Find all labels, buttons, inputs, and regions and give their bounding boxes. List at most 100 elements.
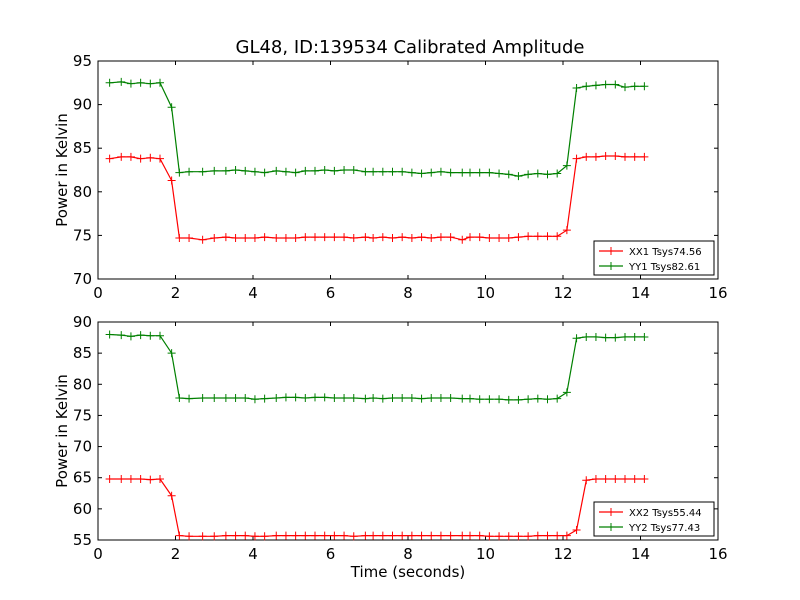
data-point [272,166,281,175]
data-point [475,531,484,540]
data-point [340,233,349,242]
series-line [109,81,645,177]
data-point [330,393,339,402]
data-point [485,168,494,177]
data-point [210,393,219,402]
top-axes: 0 2 4 6 8 10 12 14 16 70 75 80 85 90 95 Power in Kelvin… [53,52,728,302]
data-point [562,161,571,170]
data-point [221,233,230,242]
data-point [241,531,250,540]
data-point [167,176,176,185]
data-point [231,393,240,402]
data-point [241,166,250,175]
data-point [105,78,114,87]
data-point [398,233,407,242]
y-tick-label: 75 [73,226,92,244]
data-point [446,168,455,177]
data-point [533,232,542,241]
data-point [524,170,533,179]
data-point [572,84,581,93]
data-point [388,531,397,540]
data-point [640,82,649,91]
data-point [466,233,474,242]
data-point [485,234,494,243]
data-point [185,394,194,403]
data-point [572,154,581,163]
data-point [427,168,436,177]
data-point [369,393,378,402]
data-point [630,82,639,91]
data-point [553,232,562,241]
data-point [361,233,370,242]
data-point [388,393,397,402]
data-point [210,166,219,175]
data-point [221,531,230,540]
x-tick-label: 6 [326,545,336,563]
data-point [388,167,397,176]
data-point [198,167,207,176]
data-point [241,234,250,243]
data-point [582,332,591,341]
data-point [514,532,523,541]
data-point [524,532,533,541]
data-point [311,233,319,242]
data-point [417,394,426,403]
data-point [458,531,467,540]
series-line [109,333,645,401]
legend-marker [607,247,615,255]
data-point [446,393,455,402]
data-point [291,168,300,177]
data-point [369,531,378,540]
data-point [136,331,145,340]
y-tick-label: 85 [73,139,92,157]
data-point [485,395,494,404]
legend: XX1 Tsys74.56 YY1 Tsys82.61 [593,240,715,276]
data-point [378,394,387,403]
data-point [281,167,290,176]
data-point [582,82,591,91]
x-axis-label: Time (seconds) [350,563,466,581]
data-point [553,531,562,540]
data-point [281,531,290,540]
data-point [398,393,407,402]
data-point [281,234,290,243]
data-point [175,531,184,540]
x-tick-label: 10 [476,545,495,563]
data-point [543,395,552,404]
data-point [369,167,378,176]
data-point [301,233,310,242]
data-point [475,395,484,404]
data-point [231,166,240,174]
x-tick-label: 14 [631,284,650,302]
data-point [291,234,300,243]
data-point [533,394,542,403]
data-point [311,393,319,402]
data-point [340,166,349,174]
data-point [349,393,358,402]
y-axis-label: Power in Kelvin [53,374,71,488]
data-point [427,234,436,243]
data-point [630,152,639,161]
data-point [250,234,259,243]
data-point [630,474,639,483]
data-point [301,531,310,540]
x-tick-label: 16 [708,545,727,563]
x-tick-label: 12 [553,284,572,302]
data-point [250,167,259,176]
data-point [417,531,426,540]
data-point [241,393,250,402]
y-tick-label: 60 [73,500,92,518]
data-point [514,172,523,181]
data-point [156,78,164,87]
data-point [514,395,523,404]
data-point [504,532,513,541]
data-point [146,331,155,340]
data-point [175,168,184,177]
data-point [458,394,467,403]
data-point [136,474,145,483]
data-point [340,393,349,402]
data-point [185,532,194,541]
data-point [260,532,269,541]
data-point [301,166,310,175]
y-tick-label: 95 [73,52,92,70]
